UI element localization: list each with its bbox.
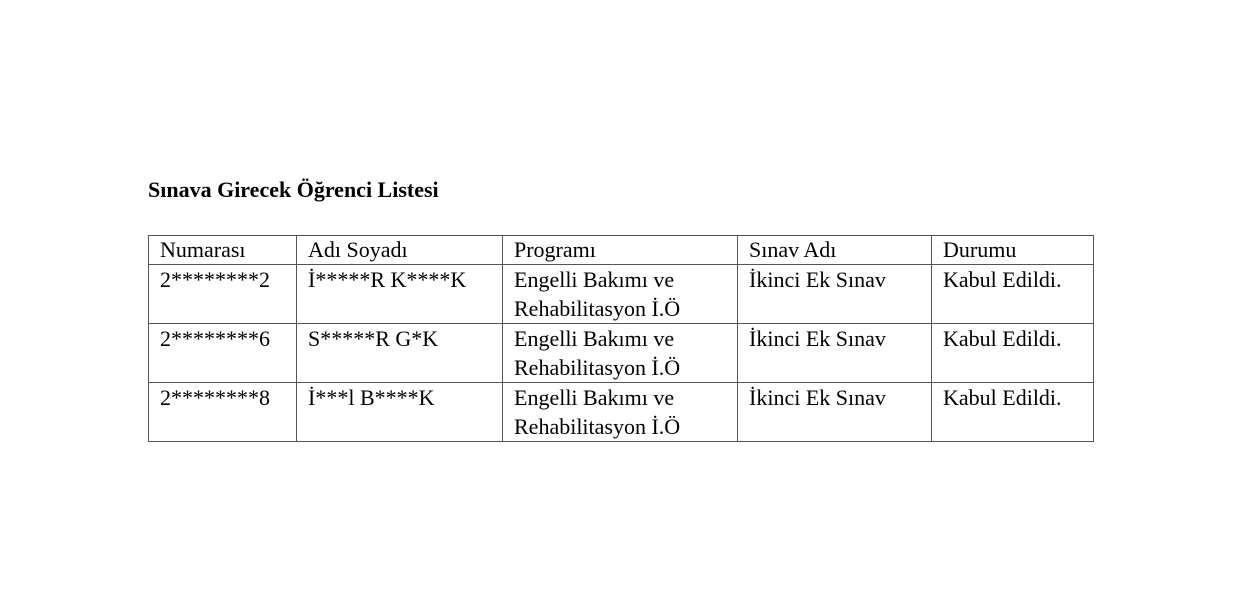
student-list-table: Numarası Adı Soyadı Programı Sınav Adı D… — [148, 235, 1094, 442]
header-program: Programı — [502, 235, 738, 265]
cell-numara: 2********6 — [148, 323, 297, 383]
cell-program: Engelli Bakımı ve Rehabilitasyon İ.Ö — [502, 382, 738, 442]
cell-durum: Kabul Edildi. — [931, 382, 1094, 442]
cell-ad-soyad: İ***l B****K — [296, 382, 503, 442]
cell-sinav-adi: İkinci Ek Sınav — [737, 264, 932, 324]
cell-sinav-adi: İkinci Ek Sınav — [737, 323, 932, 383]
cell-numara: 2********8 — [148, 382, 297, 442]
header-sinav-adi: Sınav Adı — [737, 235, 932, 265]
table-row: 2********6 S*****R G*K Engelli Bakımı ve… — [148, 323, 1094, 383]
table-row: 2********8 İ***l B****K Engelli Bakımı v… — [148, 382, 1094, 442]
header-numara: Numarası — [148, 235, 297, 265]
cell-sinav-adi: İkinci Ek Sınav — [737, 382, 932, 442]
header-ad-soyad: Adı Soyadı — [296, 235, 503, 265]
table-row: 2********2 İ*****R K****K Engelli Bakımı… — [148, 264, 1094, 324]
cell-program: Engelli Bakımı ve Rehabilitasyon İ.Ö — [502, 264, 738, 324]
cell-numara: 2********2 — [148, 264, 297, 324]
document-title: Sınava Girecek Öğrenci Listesi — [148, 177, 439, 202]
cell-ad-soyad: İ*****R K****K — [296, 264, 503, 324]
header-durum: Durumu — [931, 235, 1094, 265]
cell-ad-soyad: S*****R G*K — [296, 323, 503, 383]
cell-durum: Kabul Edildi. — [931, 323, 1094, 383]
table-header-row: Numarası Adı Soyadı Programı Sınav Adı D… — [148, 235, 1094, 265]
cell-durum: Kabul Edildi. — [931, 264, 1094, 324]
cell-program: Engelli Bakımı ve Rehabilitasyon İ.Ö — [502, 323, 738, 383]
